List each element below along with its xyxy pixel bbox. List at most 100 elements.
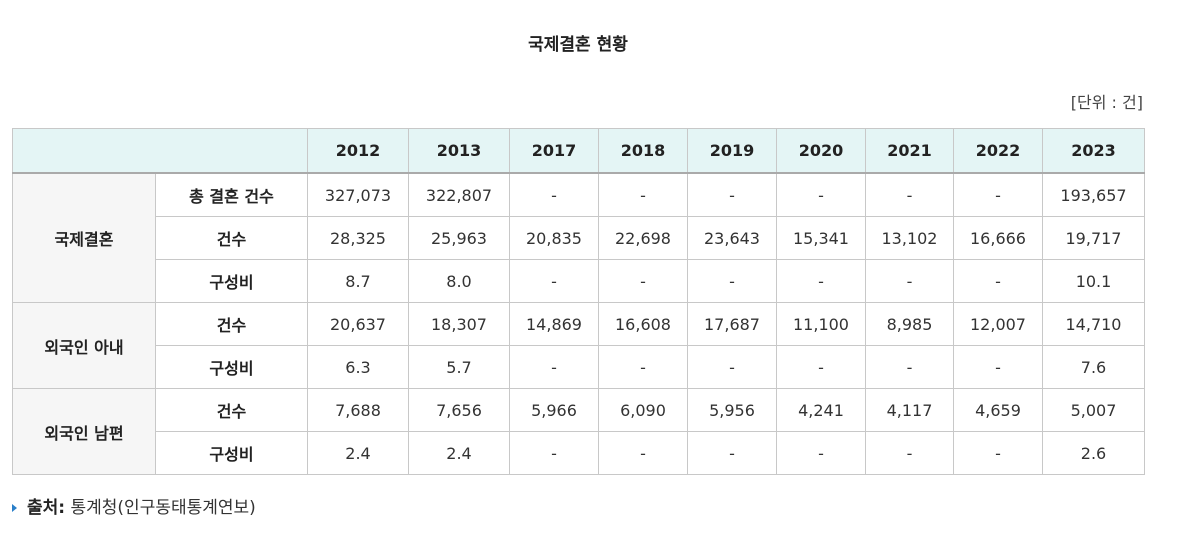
column-header: 2020	[776, 128, 866, 174]
cell: 327,073	[307, 172, 409, 217]
cell: 17,687	[687, 302, 777, 346]
cell: -	[953, 345, 1043, 389]
column-header: 2019	[687, 128, 777, 174]
cell: 4,241	[776, 388, 866, 432]
cell: -	[776, 172, 866, 217]
column-header: 2018	[598, 128, 688, 174]
table-row: 외국인 아내 건수 20,637 18,307 14,869 16,608 17,687 11…	[12, 302, 1145, 389]
column-header: 2021	[865, 128, 954, 174]
bullet	[12, 504, 17, 512]
cell: -	[865, 431, 954, 475]
cell: 7,688	[307, 388, 409, 432]
cell: -	[687, 345, 777, 389]
cell: -	[953, 259, 1043, 303]
table-row: 구성비 6.3 5.7- - - - - -7.6	[13, 345, 1145, 389]
cell: -	[598, 259, 688, 303]
row-label: 건수	[155, 302, 308, 346]
cell: -	[865, 345, 954, 389]
cell: 11,100	[776, 302, 866, 346]
cell: 15,341	[776, 216, 866, 260]
table-body: 국제결혼 총 결혼 건수 327,073 322,807- - - - - -193,657 건수…	[12, 172, 1145, 475]
row-label: 건수	[155, 216, 308, 260]
cell: 20,637	[307, 302, 409, 346]
cell: -	[776, 259, 866, 303]
group-label: 외국인 아내	[12, 302, 156, 389]
table-row: 국제결혼 총 결혼 건수 327,073 322,807- - - - - -193,657	[12, 172, 1145, 303]
column-header: 2023	[1042, 128, 1145, 174]
cell: -	[509, 431, 599, 475]
cell: 2.6	[1042, 431, 1145, 475]
cell: -	[509, 345, 599, 389]
cell: 5,007	[1042, 388, 1145, 432]
cell: 25,963	[408, 216, 510, 260]
group-label: 국제결혼	[12, 172, 156, 303]
cell: 28,325	[307, 216, 409, 260]
cell: 19,717	[1042, 216, 1145, 260]
cell: 18,307	[408, 302, 510, 346]
table-row: 구성비 2.4 2.4- - - - - -2.6	[13, 431, 1145, 475]
column-header: 2012	[307, 128, 409, 174]
cell: -	[865, 172, 954, 217]
unit-label: [단위 : 건]	[1070, 93, 1143, 112]
cell: 14,710	[1042, 302, 1145, 346]
cell: 8,985	[865, 302, 954, 346]
cell: -	[776, 345, 866, 389]
source: 출처: 통계청(인구동태통계연보)	[12, 493, 256, 518]
cell: 8.7	[307, 259, 409, 303]
cell: -	[953, 172, 1043, 217]
column-header: 2013	[408, 128, 510, 174]
row-label: 구성비	[155, 345, 308, 389]
cell: -	[509, 259, 599, 303]
cell: 4,659	[953, 388, 1043, 432]
cell: -	[687, 431, 777, 475]
cell: 14,869	[509, 302, 599, 346]
column-header: 2017	[509, 128, 599, 174]
page-title: 국제결혼 현황	[528, 35, 628, 55]
group-label: 외국인 남편	[12, 388, 156, 475]
cell: 8.0	[408, 259, 510, 303]
cell: -	[953, 431, 1043, 475]
cell: 13,102	[865, 216, 954, 260]
row-label: 구성비	[155, 259, 308, 303]
cell: 2.4	[408, 431, 510, 475]
source-text: 통계청(인구동태통계연보)	[70, 498, 256, 518]
cell: 4,117	[865, 388, 954, 432]
corner-cell	[12, 128, 308, 174]
cell: -	[865, 259, 954, 303]
source-label: 출처:	[27, 498, 66, 518]
column-header: 2022	[953, 128, 1043, 174]
cell: 5,966	[509, 388, 599, 432]
cell: -	[687, 259, 777, 303]
row-label: 총 결혼 건수	[155, 172, 308, 217]
cell: -	[509, 172, 599, 217]
cell: 6.3	[307, 345, 409, 389]
cell: 5,956	[687, 388, 777, 432]
cell: -	[598, 172, 688, 217]
cell: 6,090	[598, 388, 688, 432]
cell: 16,608	[598, 302, 688, 346]
table-row: 건수 28,325 25,963 20,835 22,698 23,643 15,341 13…	[13, 216, 1145, 260]
cell: 322,807	[408, 172, 510, 217]
header-row: 2012 2013 2017 2018 2019 2020 2021 2022 2023	[12, 128, 1145, 174]
cell: 193,657	[1042, 172, 1145, 217]
cell: 23,643	[687, 216, 777, 260]
cell: 7.6	[1042, 345, 1145, 389]
cell: 22,698	[598, 216, 688, 260]
cell: -	[598, 431, 688, 475]
cell: -	[598, 345, 688, 389]
cell: -	[687, 172, 777, 217]
data-table: 2012 2013 2017 2018 2019 2020 2021 2022 2023 국제결…	[12, 128, 1145, 475]
table-row: 구성비 8.7 8.0- - - - - -10.1	[13, 259, 1145, 303]
table-row: 외국인 남편 건수 7,688 7,656 5,966 6,090 5,956 4,241 4,…	[12, 388, 1145, 475]
cell: 5.7	[408, 345, 510, 389]
cell: 2.4	[307, 431, 409, 475]
cell: 16,666	[953, 216, 1043, 260]
cell: 12,007	[953, 302, 1043, 346]
cell: -	[776, 431, 866, 475]
cell: 10.1	[1042, 259, 1145, 303]
cell: 7,656	[408, 388, 510, 432]
cell: 20,835	[509, 216, 599, 260]
row-label: 구성비	[155, 431, 308, 475]
row-label: 건수	[155, 388, 308, 432]
